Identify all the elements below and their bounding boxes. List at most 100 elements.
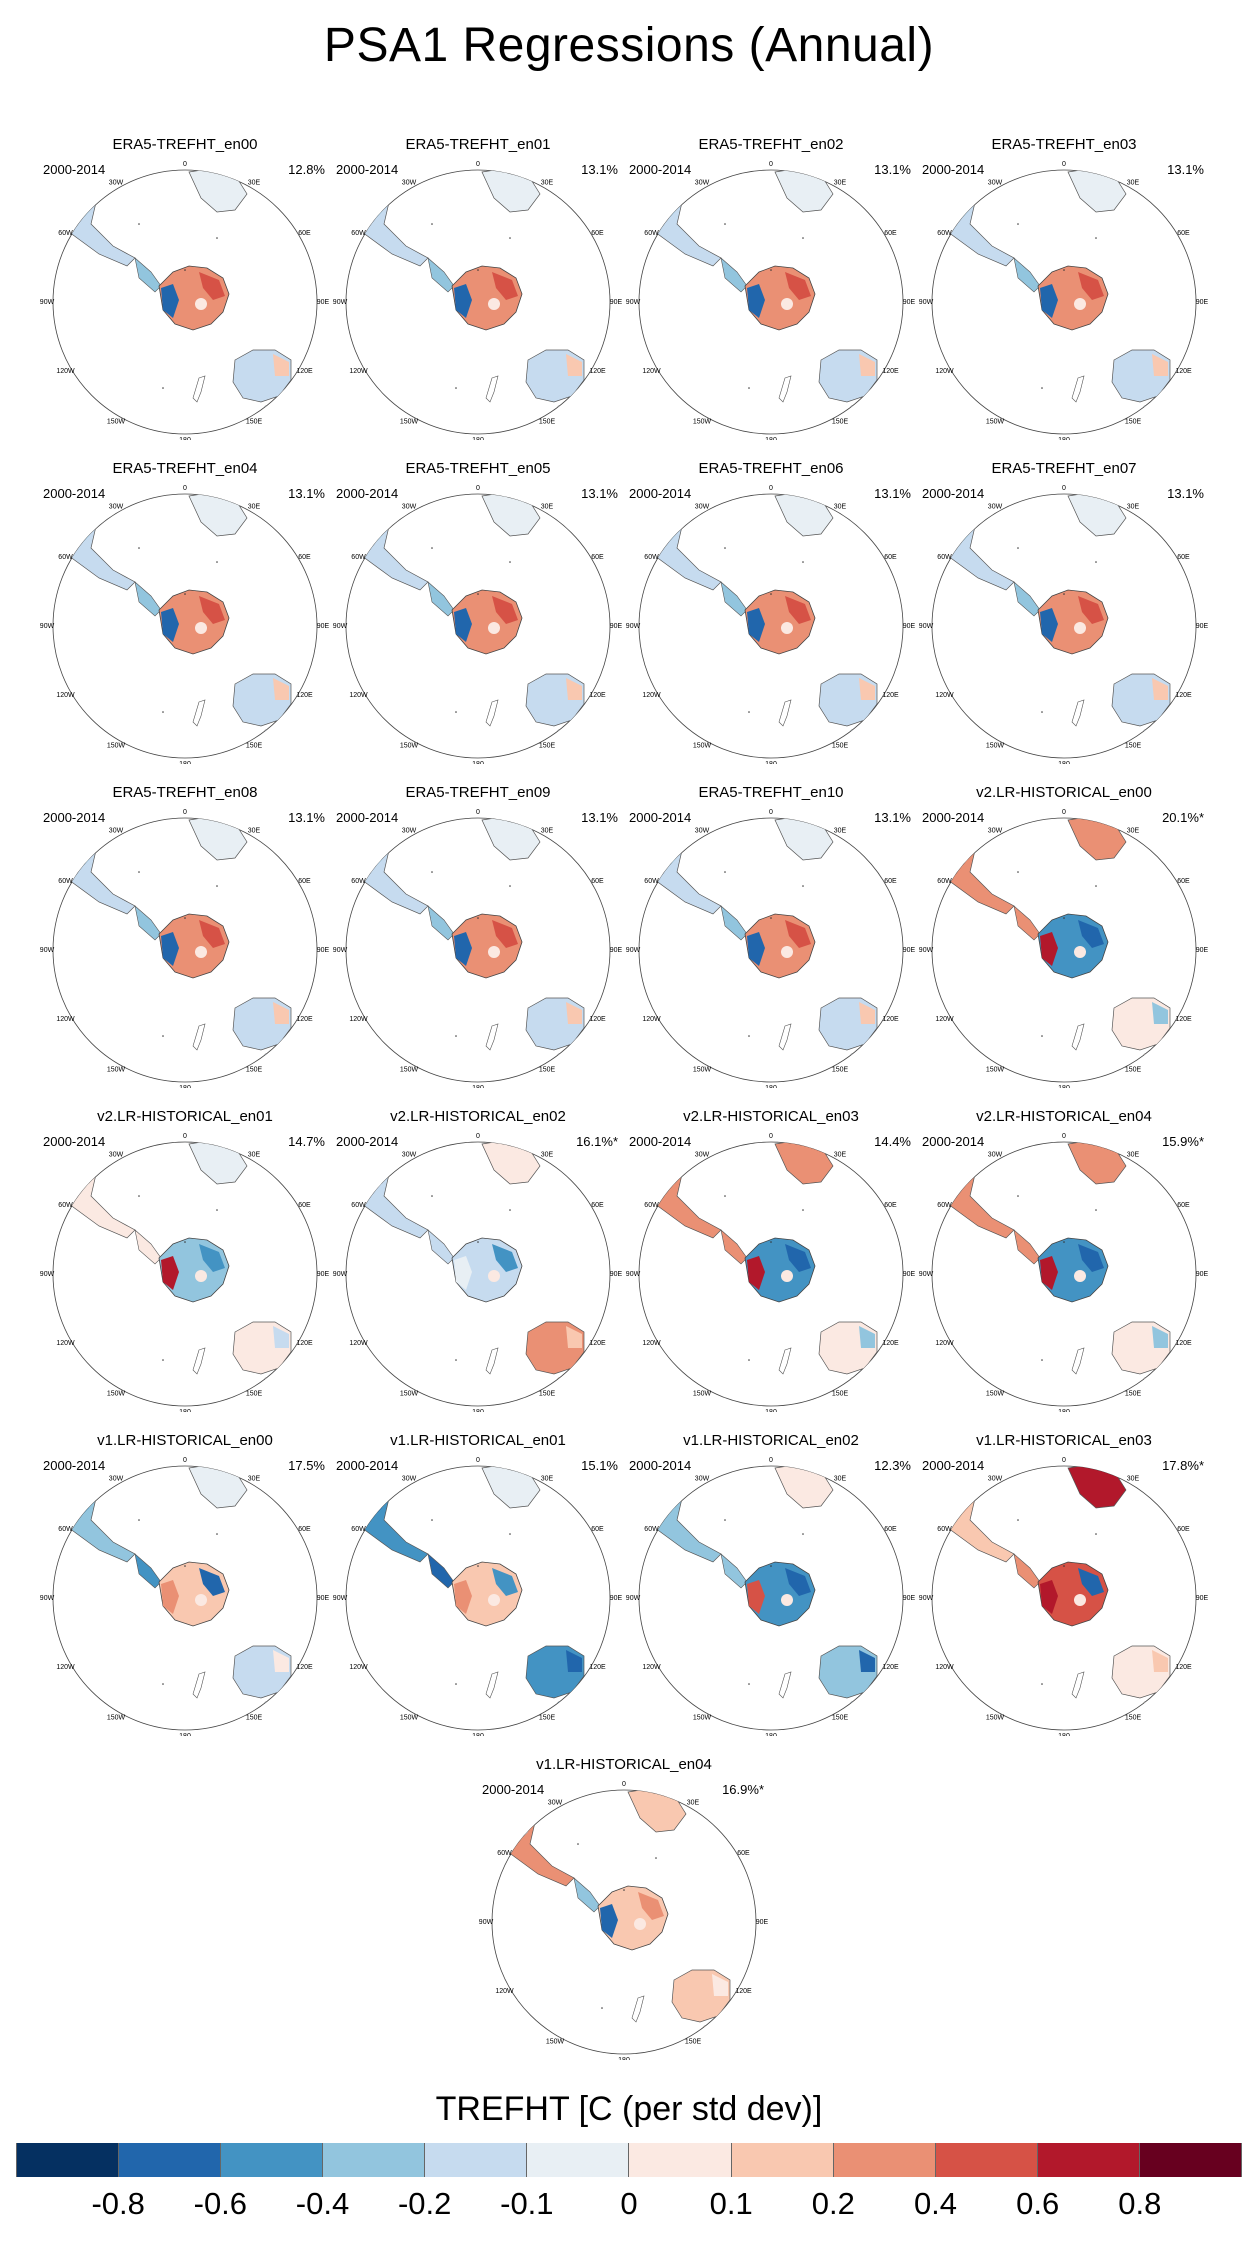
longitude-label: 150E <box>832 1391 849 1398</box>
colorbar-tick-label: -0.4 <box>295 2186 350 2221</box>
longitude-label: 150W <box>693 743 712 750</box>
polar-stereographic-map: 0 30E 60E 90E 120E 150E 180 150W 120W 90W 60W 30W <box>626 809 916 1088</box>
longitude-label: 150E <box>832 743 849 750</box>
longitude-label: 90E <box>756 1919 769 1926</box>
longitude-label: 60E <box>591 230 604 237</box>
longitude-label: 120E <box>882 1664 899 1671</box>
longitude-label: 30W <box>548 1800 563 1807</box>
map-panel: ERA5-TREFHT_en08 2000-2014 13.1% 0 30E 60E 90E… <box>39 784 331 1088</box>
longitude-label: 0 <box>476 1457 480 1464</box>
polar-stereographic-map: 0 30E 60E 90E 120E 150E 180 150W 120W 90W 60W 30W <box>40 1457 330 1736</box>
longitude-label: 0 <box>622 1781 626 1788</box>
longitude-label: 150E <box>539 1391 556 1398</box>
longitude-label: 60W <box>937 1202 952 1209</box>
longitude-label: 180 <box>472 1085 484 1088</box>
longitude-label: 150W <box>986 1715 1005 1722</box>
map-panel: v1.LR-HISTORICAL_en00 2000-2014 17.5% 0 30E 6… <box>39 1432 331 1736</box>
panel-period: 2000-2014 <box>43 810 106 825</box>
longitude-label: 180 <box>765 761 777 764</box>
longitude-label: 90E <box>903 299 916 306</box>
panel-variance-percent: 15.9%* <box>1162 1134 1204 1149</box>
panel-variance-percent: 13.1% <box>581 486 618 501</box>
map-panel: ERA5-TREFHT_en01 2000-2014 13.1% 0 30E 60E 90E… <box>332 136 624 440</box>
longitude-label: 90W <box>626 1595 641 1602</box>
longitude-label: 150W <box>107 1067 126 1074</box>
colorbar-tick-label: -0.1 <box>500 2186 554 2221</box>
longitude-label: 60W <box>937 230 952 237</box>
longitude-label: 180 <box>179 1409 191 1412</box>
panel-period: 2000-2014 <box>629 486 692 501</box>
map-panel: ERA5-TREFHT_en07 2000-2014 13.1% 0 30E 60E 90E… <box>918 460 1210 764</box>
panel-title: ERA5-TREFHT_en09 <box>405 784 551 801</box>
longitude-label: 150E <box>246 743 263 750</box>
longitude-label: 90W <box>626 623 641 630</box>
panel-period: 2000-2014 <box>922 162 985 177</box>
longitude-label: 120E <box>1175 368 1192 375</box>
longitude-label: 120E <box>1175 1664 1192 1671</box>
longitude-label: 60E <box>1177 1526 1190 1533</box>
panel-period: 2000-2014 <box>922 486 985 501</box>
longitude-label: 120W <box>935 1664 954 1671</box>
longitude-label: 150E <box>539 1067 556 1074</box>
longitude-label: 150W <box>693 1391 712 1398</box>
polar-stereographic-map: 0 30E 60E 90E 120E 150E 180 150W 120W 90W 60W 30W <box>40 809 330 1088</box>
panel-period: 2000-2014 <box>336 810 399 825</box>
longitude-label: 60W <box>58 878 73 885</box>
polar-stereographic-map: 0 30E 60E 90E 120E 150E 180 150W 120W 90W 60W 30W <box>40 161 330 440</box>
longitude-label: 150W <box>400 1715 419 1722</box>
longitude-label: 90E <box>317 1271 330 1278</box>
longitude-label: 150W <box>400 743 419 750</box>
panel-variance-percent: 14.7% <box>288 1134 325 1149</box>
panel-title: v1.LR-HISTORICAL_en01 <box>390 1432 566 1449</box>
longitude-label: 90W <box>333 623 348 630</box>
longitude-label: 120E <box>589 1016 606 1023</box>
longitude-label: 150W <box>400 1067 419 1074</box>
longitude-label: 180 <box>765 1085 777 1088</box>
longitude-label: 120W <box>349 1016 368 1023</box>
longitude-label: 0 <box>769 809 773 816</box>
longitude-label: 60E <box>737 1850 750 1857</box>
longitude-label: 60W <box>644 230 659 237</box>
longitude-label: 60W <box>497 1850 512 1857</box>
panel-period: 2000-2014 <box>336 1134 399 1149</box>
longitude-label: 120W <box>642 692 661 699</box>
panel-variance-percent: 17.8%* <box>1162 1458 1204 1473</box>
panel-period: 2000-2014 <box>336 162 399 177</box>
panel-period: 2000-2014 <box>43 486 106 501</box>
polar-stereographic-map: 0 30E 60E 90E 120E 150E 180 150W 120W 90W 60W 30W <box>333 485 623 764</box>
polar-stereographic-map: 0 30E 60E 90E 120E 150E 180 150W 120W 90W 60W 30W <box>919 1133 1209 1412</box>
longitude-label: 30W <box>402 828 417 835</box>
africa-region <box>774 1466 834 1509</box>
panel-title: v2.LR-HISTORICAL_en03 <box>683 1108 859 1125</box>
longitude-label: 60W <box>351 1526 366 1533</box>
longitude-label: 120W <box>56 368 75 375</box>
longitude-label: 30W <box>402 180 417 187</box>
longitude-label: 90E <box>1196 623 1209 630</box>
longitude-label: 180 <box>472 1409 484 1412</box>
longitude-label: 30W <box>695 1476 710 1483</box>
africa-region <box>481 1142 541 1185</box>
longitude-label: 150E <box>685 2039 702 2046</box>
longitude-label: 180 <box>1058 761 1070 764</box>
longitude-label: 150W <box>986 743 1005 750</box>
longitude-label: 120W <box>349 368 368 375</box>
longitude-label: 90E <box>317 623 330 630</box>
map-panel: v2.LR-HISTORICAL_en00 2000-2014 20.1%* 0 30E… <box>918 784 1210 1088</box>
panel-variance-percent: 13.1% <box>874 162 911 177</box>
longitude-label: 30W <box>988 1476 1003 1483</box>
map-panel: ERA5-TREFHT_en10 2000-2014 13.1% 0 30E 60E 90E… <box>625 784 917 1088</box>
map-panel: v1.LR-HISTORICAL_en02 2000-2014 12.3% 0 30E 6… <box>625 1432 917 1736</box>
panel-title: ERA5-TREFHT_en02 <box>698 136 844 153</box>
longitude-label: 150W <box>107 1391 126 1398</box>
colorbar-box <box>935 2143 1038 2177</box>
longitude-label: 150W <box>693 419 712 426</box>
longitude-label: 30E <box>834 1476 847 1483</box>
panel-title: ERA5-TREFHT_en00 <box>112 136 258 153</box>
longitude-label: 150W <box>693 1715 712 1722</box>
longitude-label: 60W <box>644 1526 659 1533</box>
longitude-label: 30W <box>402 1152 417 1159</box>
longitude-label: 120W <box>495 1988 514 1995</box>
longitude-label: 120E <box>735 1988 752 1995</box>
longitude-label: 90W <box>40 1271 55 1278</box>
panel-variance-percent: 15.1% <box>581 1458 618 1473</box>
